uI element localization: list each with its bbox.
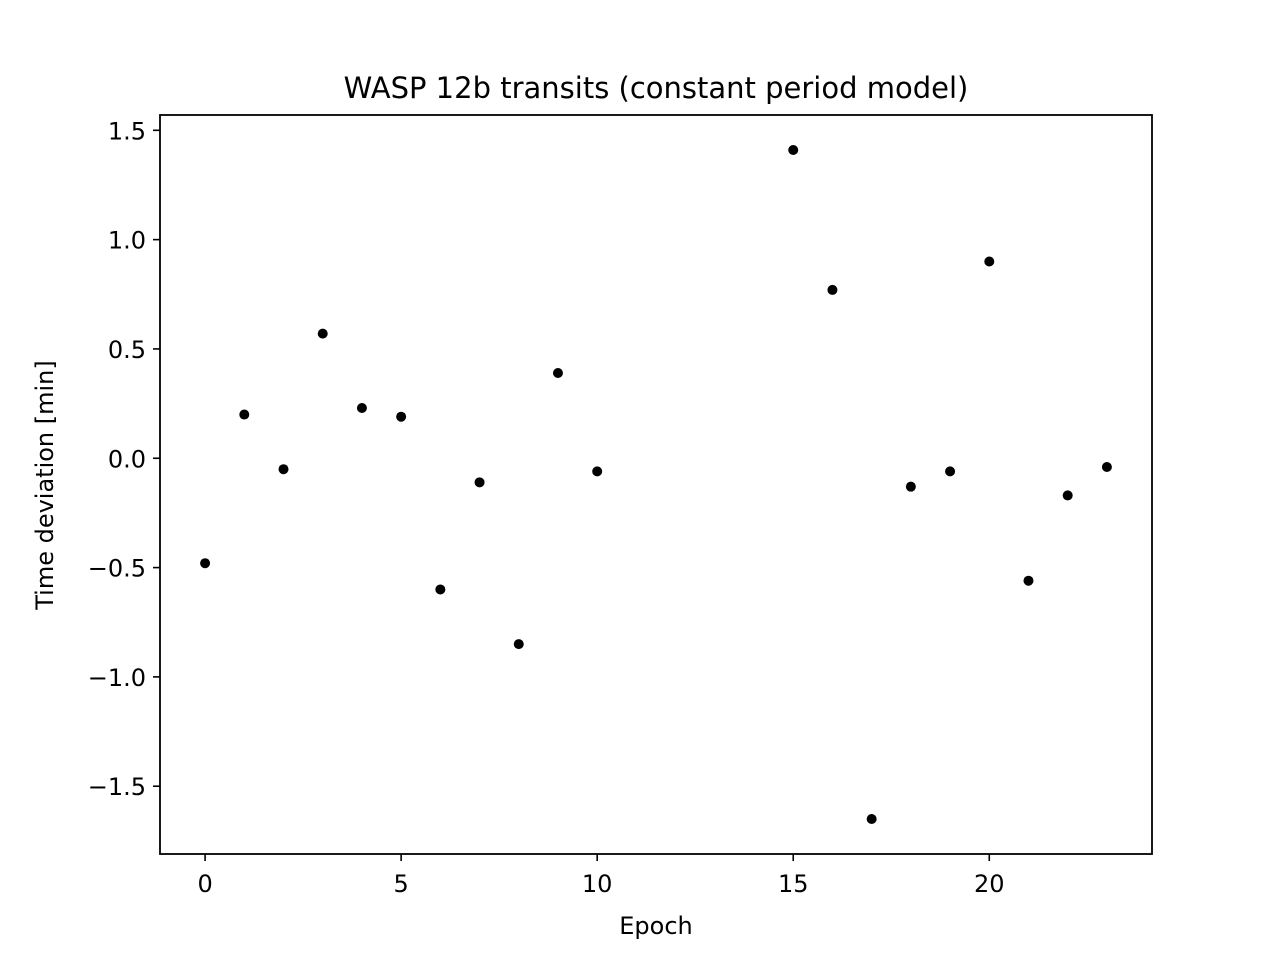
chart-title: WASP 12b transits (constant period model… [344,71,969,105]
x-tick-label: 20 [974,870,1005,898]
data-point [552,367,563,378]
data-point [1101,462,1112,473]
data-point [1062,490,1073,501]
y-axis-label: Time deviation [min] [31,360,59,611]
y-tick-label: 1.5 [108,117,146,145]
y-tick-label: 1.0 [108,227,146,255]
y-tick-label: −0.5 [88,555,146,583]
x-tick-label: 15 [778,870,809,898]
data-point [396,411,407,422]
data-point [788,144,799,155]
x-tick-label: 10 [582,870,613,898]
data-point [592,466,603,477]
data-point [1023,575,1034,586]
x-tick-label: 5 [393,870,408,898]
data-point [474,477,485,488]
y-tick-label: −1.0 [88,664,146,692]
x-axis-label: Epoch [619,912,693,940]
y-tick-label: −1.5 [88,773,146,801]
data-point [317,328,328,339]
data-point [984,256,995,267]
data-point [945,466,956,477]
data-point [435,584,446,595]
data-point [827,284,838,295]
data-point [200,558,211,569]
y-tick-label: 0.5 [108,336,146,364]
data-point [513,639,524,650]
plot-frame [159,114,1153,855]
plot-area: 0 5 10 15 20 1.5 1.0 0.5 0.0 −0.5 −1.0 −1.5 [88,114,1153,898]
y-tick-label: 0.0 [108,445,146,473]
data-point [866,814,877,825]
data-point [278,464,289,475]
x-tick-label: 0 [197,870,212,898]
data-point [239,409,250,420]
data-point [356,402,367,413]
data-point [905,481,916,492]
